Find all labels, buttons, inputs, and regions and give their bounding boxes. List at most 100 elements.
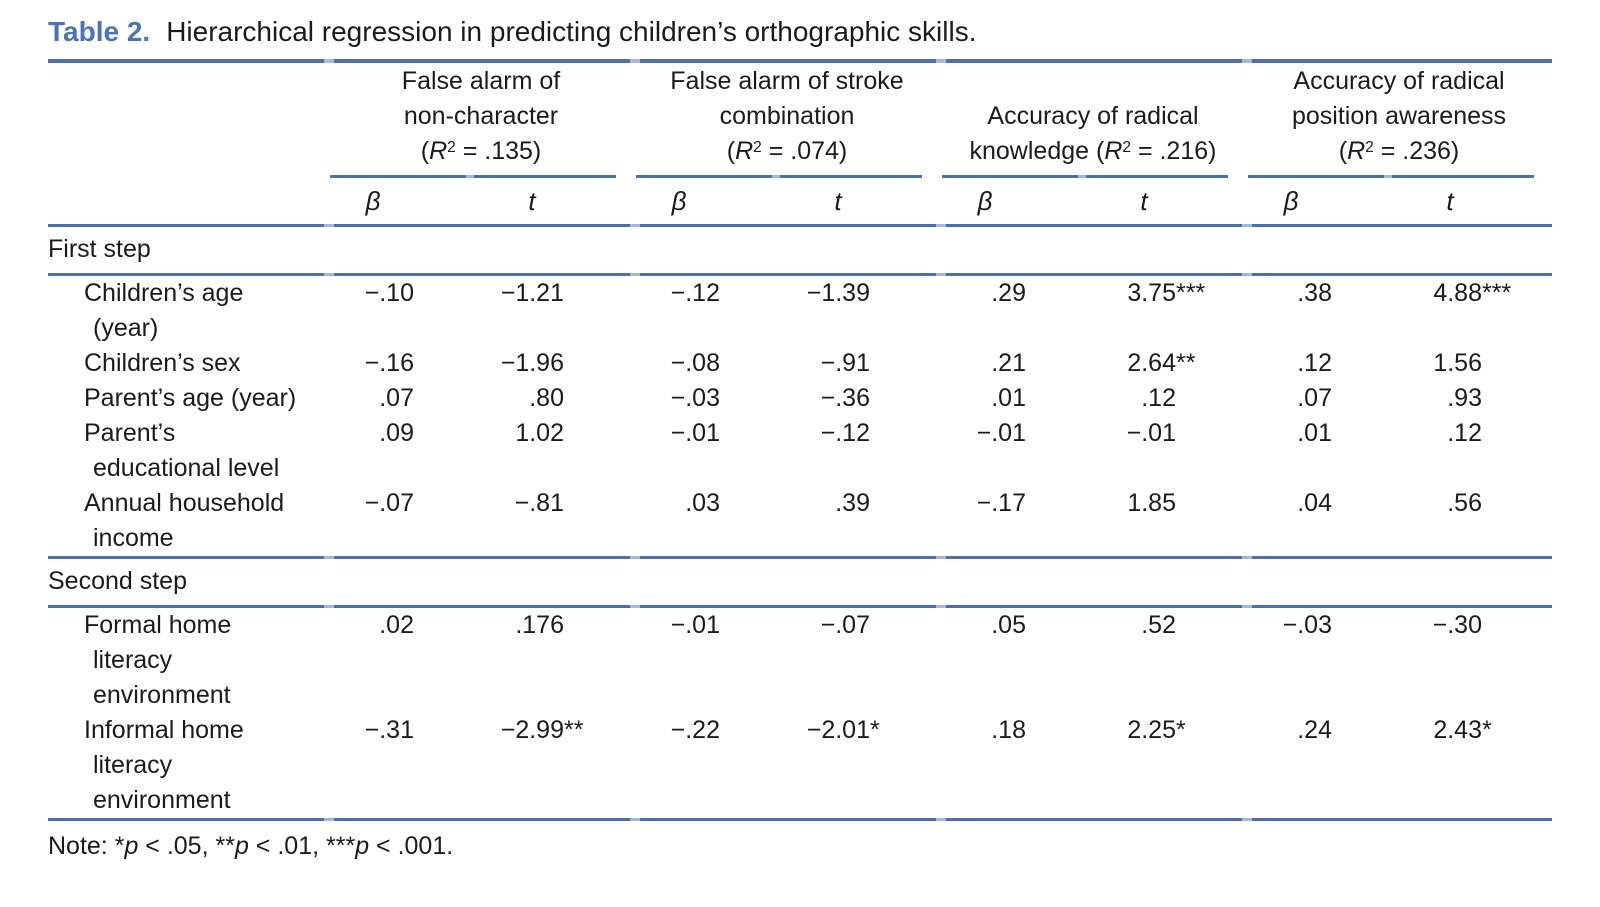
value: −.01 bbox=[1126, 419, 1176, 447]
data-cell: .52 bbox=[1082, 608, 1246, 713]
data-cell: −.81 bbox=[470, 486, 634, 556]
r2-superscript: 2 bbox=[1365, 139, 1374, 157]
data-cell: −.01 bbox=[1082, 416, 1246, 486]
group-underline-rule bbox=[942, 175, 1228, 178]
value: −1.96 bbox=[500, 349, 564, 377]
rule-tick bbox=[630, 605, 640, 608]
group-rule-cell bbox=[328, 175, 634, 178]
value: −2.99 bbox=[500, 716, 564, 744]
value: −.31 bbox=[364, 716, 414, 744]
row-label-line: educational level bbox=[93, 454, 280, 482]
note-p-symbol: p bbox=[355, 832, 370, 860]
data-cell: −.17 bbox=[940, 486, 1082, 556]
table-title-label: Table 2. bbox=[48, 16, 151, 47]
section-header-second-step: Second step bbox=[48, 567, 187, 595]
group-header-line: non-character bbox=[403, 102, 559, 130]
group-header-line: position awareness bbox=[1291, 102, 1506, 130]
row-label-childrens-age: Children’s age (year) bbox=[48, 276, 328, 346]
value: .03 bbox=[685, 489, 720, 517]
value: 3.75 bbox=[1127, 279, 1176, 307]
data-cell: 2.43 * bbox=[1388, 713, 1552, 818]
rule-tick bbox=[936, 224, 946, 227]
rule-tick bbox=[630, 556, 640, 559]
value: .09 bbox=[379, 419, 414, 447]
data-cell: .12 bbox=[1388, 416, 1552, 486]
data-cell: .24 bbox=[1246, 713, 1388, 818]
row-label-line: Children’s age bbox=[84, 279, 244, 307]
row-label-line: Children’s sex bbox=[84, 349, 241, 377]
data-cell: .02 bbox=[328, 608, 470, 713]
group-header-r2: (R2 = .135) bbox=[421, 134, 542, 172]
r2-open-paren: ( bbox=[1095, 137, 1105, 165]
value: .18 bbox=[991, 716, 1026, 744]
data-cell: .80 bbox=[470, 381, 634, 416]
divider-rule-top bbox=[48, 59, 1552, 63]
row-label-line: (year) bbox=[93, 314, 159, 342]
significance-stars: ** bbox=[564, 716, 584, 744]
value: .01 bbox=[1297, 419, 1332, 447]
value: .07 bbox=[1297, 384, 1332, 412]
beta-header: β bbox=[977, 185, 993, 216]
rule-tick bbox=[936, 59, 946, 63]
rule-tick bbox=[324, 59, 334, 63]
significance-stars: * bbox=[870, 716, 880, 744]
rule-tick bbox=[936, 818, 946, 821]
value: .80 bbox=[529, 384, 564, 412]
group-header-r2: knowledge (R2 = .216) bbox=[970, 134, 1217, 172]
data-cell: .07 bbox=[328, 381, 470, 416]
row-label-line: environment bbox=[93, 786, 231, 814]
column-group-header-accuracy-radical-knowledge: Accuracy of radical knowledge (R2 = .216… bbox=[940, 63, 1246, 175]
row-label-formal-home-literacy-environment: Formal home literacy environment bbox=[48, 608, 328, 713]
value: −1.21 bbox=[500, 279, 564, 307]
data-cell: −.10 bbox=[328, 276, 470, 346]
data-cell: 4.88 *** bbox=[1388, 276, 1552, 346]
table-title-text: Hierarchical regression in predicting ch… bbox=[166, 16, 977, 47]
data-cell: .39 bbox=[776, 486, 940, 556]
rule-tick bbox=[630, 818, 640, 821]
note-p-symbol: p bbox=[124, 832, 139, 860]
value: −.07 bbox=[364, 489, 414, 517]
data-cell: −.30 bbox=[1388, 608, 1552, 713]
value: −.01 bbox=[670, 611, 720, 639]
r2-symbol: R bbox=[1104, 137, 1123, 165]
r2-value: = .074) bbox=[761, 137, 848, 165]
divider-rule bbox=[48, 273, 1552, 276]
r2-value: = .216) bbox=[1131, 137, 1217, 165]
row-label-line: Formal home bbox=[84, 611, 232, 639]
rule-tick bbox=[1242, 605, 1252, 608]
value: 2.25 bbox=[1127, 716, 1176, 744]
data-cell: −1.96 bbox=[470, 346, 634, 381]
row-label-line: Annual household bbox=[84, 489, 285, 517]
value: .56 bbox=[1447, 489, 1482, 517]
value: 1.02 bbox=[515, 419, 564, 447]
value: −1.39 bbox=[806, 279, 870, 307]
group-rule-cell bbox=[634, 175, 940, 178]
row-label-childrens-sex: Children’s sex bbox=[48, 346, 328, 381]
data-cell: 1.85 bbox=[1082, 486, 1246, 556]
data-cell: 2.25 * bbox=[1082, 713, 1246, 818]
value: .176 bbox=[515, 611, 564, 639]
rule-tick bbox=[324, 556, 334, 559]
data-cell: .07 bbox=[1246, 381, 1388, 416]
group-header-line: combination bbox=[719, 102, 855, 130]
rule-tick bbox=[324, 224, 334, 227]
section-header-first-step: First step bbox=[48, 235, 151, 263]
rule-tick bbox=[936, 273, 946, 276]
data-cell: −.03 bbox=[634, 381, 776, 416]
group-underline-rule bbox=[330, 175, 616, 178]
r2-prefix: knowledge bbox=[969, 137, 1096, 165]
r2-symbol: R bbox=[429, 137, 448, 165]
value: 1.85 bbox=[1127, 489, 1176, 517]
value: .24 bbox=[1297, 716, 1332, 744]
empty-corner-cell bbox=[48, 63, 328, 175]
value: 2.43 bbox=[1433, 716, 1482, 744]
rule-tick bbox=[466, 175, 474, 178]
data-cell: −.08 bbox=[634, 346, 776, 381]
rule-tick bbox=[1242, 273, 1252, 276]
data-cell: .176 bbox=[470, 608, 634, 713]
data-cell: −.01 bbox=[634, 416, 776, 486]
data-cell: −.01 bbox=[634, 608, 776, 713]
data-cell: .38 bbox=[1246, 276, 1388, 346]
rule-tick bbox=[324, 273, 334, 276]
data-cell: −.16 bbox=[328, 346, 470, 381]
